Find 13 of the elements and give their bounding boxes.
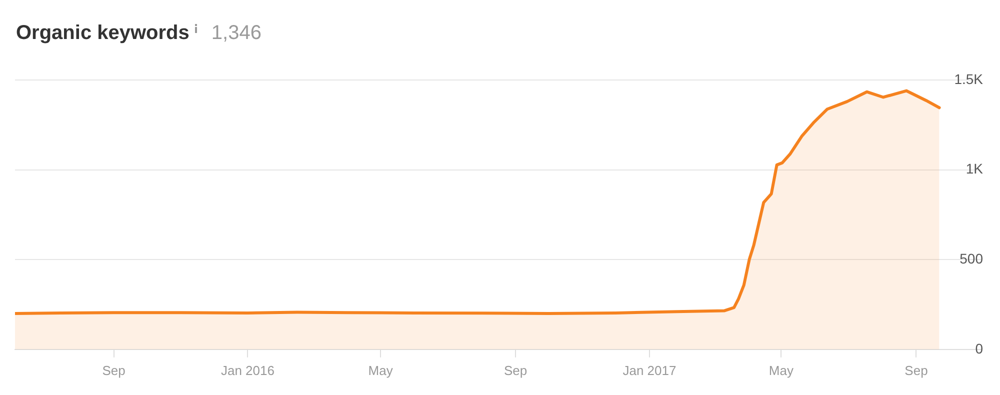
x-tick-label: Sep (904, 362, 928, 378)
y-tick-label: 1K (966, 160, 984, 177)
y-tick-label: 0 (975, 340, 984, 356)
x-tick-label: Jan 2017 (622, 362, 676, 378)
y-tick-label: 500 (960, 250, 984, 266)
chart-title: Organic keywords (16, 22, 190, 45)
chart-subtitle: 1,346 (211, 22, 262, 45)
x-tick-label: Jan 2016 (220, 362, 274, 378)
y-tick-label: 1.5K (954, 70, 984, 87)
x-tick-label: Sep (102, 362, 126, 378)
x-tick-label: Sep (504, 362, 528, 378)
x-tick-label: May (768, 362, 794, 378)
x-tick-label: May (368, 362, 394, 378)
